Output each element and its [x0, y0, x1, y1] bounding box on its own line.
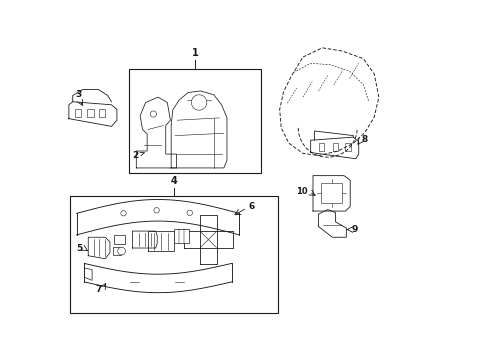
Bar: [332, 143, 338, 151]
Bar: [345, 143, 350, 151]
Text: 5: 5: [77, 243, 82, 252]
Bar: [99, 109, 105, 117]
Bar: [320, 183, 342, 203]
Bar: [129, 69, 261, 172]
Text: 7: 7: [95, 285, 101, 294]
Text: 4: 4: [170, 176, 177, 186]
Circle shape: [150, 111, 156, 117]
Text: 1: 1: [191, 48, 198, 58]
Bar: [113, 247, 121, 255]
Circle shape: [186, 210, 192, 216]
Bar: [75, 109, 81, 117]
Bar: [114, 235, 124, 244]
Bar: [173, 229, 189, 243]
Bar: [318, 143, 324, 151]
Bar: [87, 109, 94, 117]
Circle shape: [154, 208, 159, 213]
Text: 3: 3: [75, 90, 81, 99]
Text: 2: 2: [132, 151, 144, 160]
Text: 10: 10: [295, 186, 307, 195]
Circle shape: [118, 247, 125, 255]
Text: 6: 6: [248, 202, 254, 211]
Circle shape: [121, 211, 126, 216]
Text: 8: 8: [361, 135, 367, 144]
Text: 9: 9: [351, 225, 357, 234]
Circle shape: [191, 95, 206, 110]
Bar: [70, 195, 278, 313]
